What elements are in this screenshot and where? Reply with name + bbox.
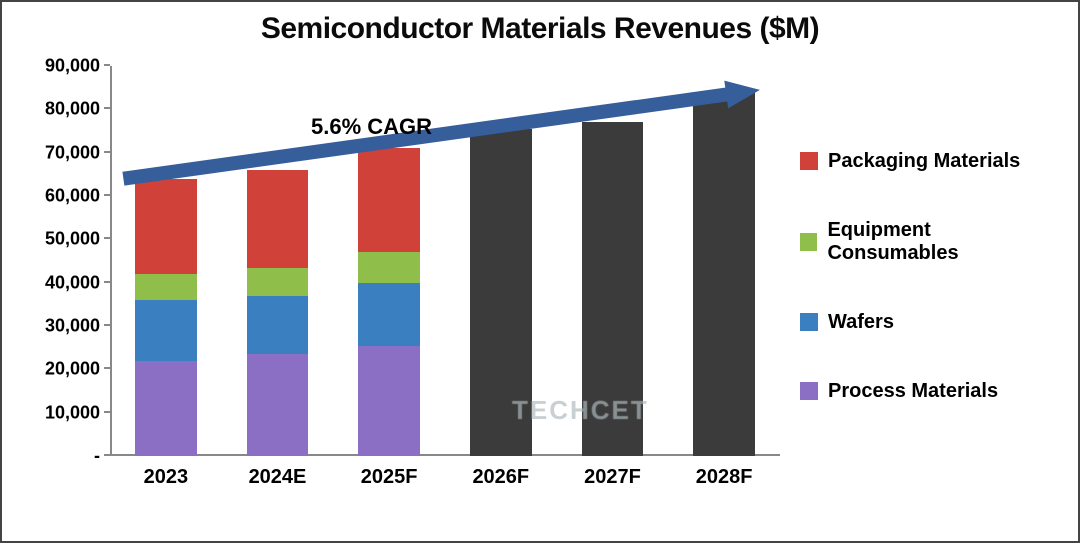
x-tick-label: 2028F bbox=[696, 466, 753, 489]
x-tick-label: 2024E bbox=[249, 466, 307, 489]
chart-frame: Semiconductor Materials Revenues ($M) - 1… bbox=[0, 0, 1080, 543]
legend-swatch bbox=[800, 313, 818, 331]
legend-item-process-materials: Process Materials bbox=[800, 380, 1060, 403]
bar-segment-wafers bbox=[135, 300, 196, 361]
bar-segment-equipment-consumables bbox=[358, 252, 419, 282]
y-tick-label: 40,000 bbox=[20, 272, 100, 293]
y-tick-label: 30,000 bbox=[20, 316, 100, 337]
bar-segment-wafers bbox=[358, 283, 419, 346]
bar-column: 2024E bbox=[247, 170, 308, 456]
bar-column: 2028F bbox=[693, 92, 754, 456]
bar-segment-process-materials bbox=[247, 354, 308, 456]
legend-swatch bbox=[800, 382, 818, 400]
bar-segment-packaging-materials bbox=[247, 170, 308, 268]
bar-segment-total-only bbox=[693, 92, 754, 456]
y-tick-label: - bbox=[20, 446, 100, 467]
legend-item-packaging-materials: Packaging Materials bbox=[800, 150, 1060, 173]
plot-wrap: - 10,000 20,000 30,000 40,000 50,000 60,000 70,… bbox=[20, 46, 790, 506]
y-tick-label: 20,000 bbox=[20, 359, 100, 380]
bar-segment-equipment-consumables bbox=[135, 274, 196, 300]
watermark: TECHCET bbox=[512, 395, 649, 426]
y-tick-label: 70,000 bbox=[20, 142, 100, 163]
bars-container: 20232024E2025F2026F2027F2028F bbox=[110, 66, 780, 456]
x-tick-label: 2026F bbox=[472, 466, 529, 489]
bar-column: 2023 bbox=[135, 179, 196, 456]
legend-item-wafers: Wafers bbox=[800, 311, 1060, 334]
legend: Packaging Materials Equipment Consumables… bbox=[790, 46, 1060, 506]
bar-segment-packaging-materials bbox=[358, 148, 419, 252]
bar-segment-process-materials bbox=[358, 346, 419, 457]
x-tick-label: 2027F bbox=[584, 466, 641, 489]
y-tick-label: 10,000 bbox=[20, 402, 100, 423]
legend-swatch bbox=[800, 152, 818, 170]
legend-swatch bbox=[800, 233, 817, 251]
y-tick-label: 90,000 bbox=[20, 56, 100, 77]
cagr-label: 5.6% CAGR bbox=[311, 114, 432, 140]
legend-label: Wafers bbox=[828, 311, 894, 334]
legend-label: Packaging Materials bbox=[828, 150, 1020, 173]
bar-segment-equipment-consumables bbox=[247, 268, 308, 296]
bar-segment-process-materials bbox=[135, 361, 196, 456]
legend-label: Equipment Consumables bbox=[827, 219, 1060, 265]
bar-column: 2025F bbox=[358, 148, 419, 456]
y-tick-label: 60,000 bbox=[20, 186, 100, 207]
chart-title: Semiconductor Materials Revenues ($M) bbox=[20, 12, 1060, 46]
bar-segment-wafers bbox=[247, 296, 308, 355]
x-tick-label: 2023 bbox=[144, 466, 189, 489]
chart-zone: - 10,000 20,000 30,000 40,000 50,000 60,000 70,… bbox=[20, 46, 1060, 506]
y-tick-label: 80,000 bbox=[20, 99, 100, 120]
plot-area: -10,00020,00030,00040,00050,00060,00070,… bbox=[110, 66, 780, 456]
legend-label: Process Materials bbox=[828, 380, 998, 403]
y-tick-label: 50,000 bbox=[20, 229, 100, 250]
x-tick-label: 2025F bbox=[361, 466, 418, 489]
bar-segment-packaging-materials bbox=[135, 179, 196, 274]
legend-item-equipment-consumables: Equipment Consumables bbox=[800, 219, 1060, 265]
